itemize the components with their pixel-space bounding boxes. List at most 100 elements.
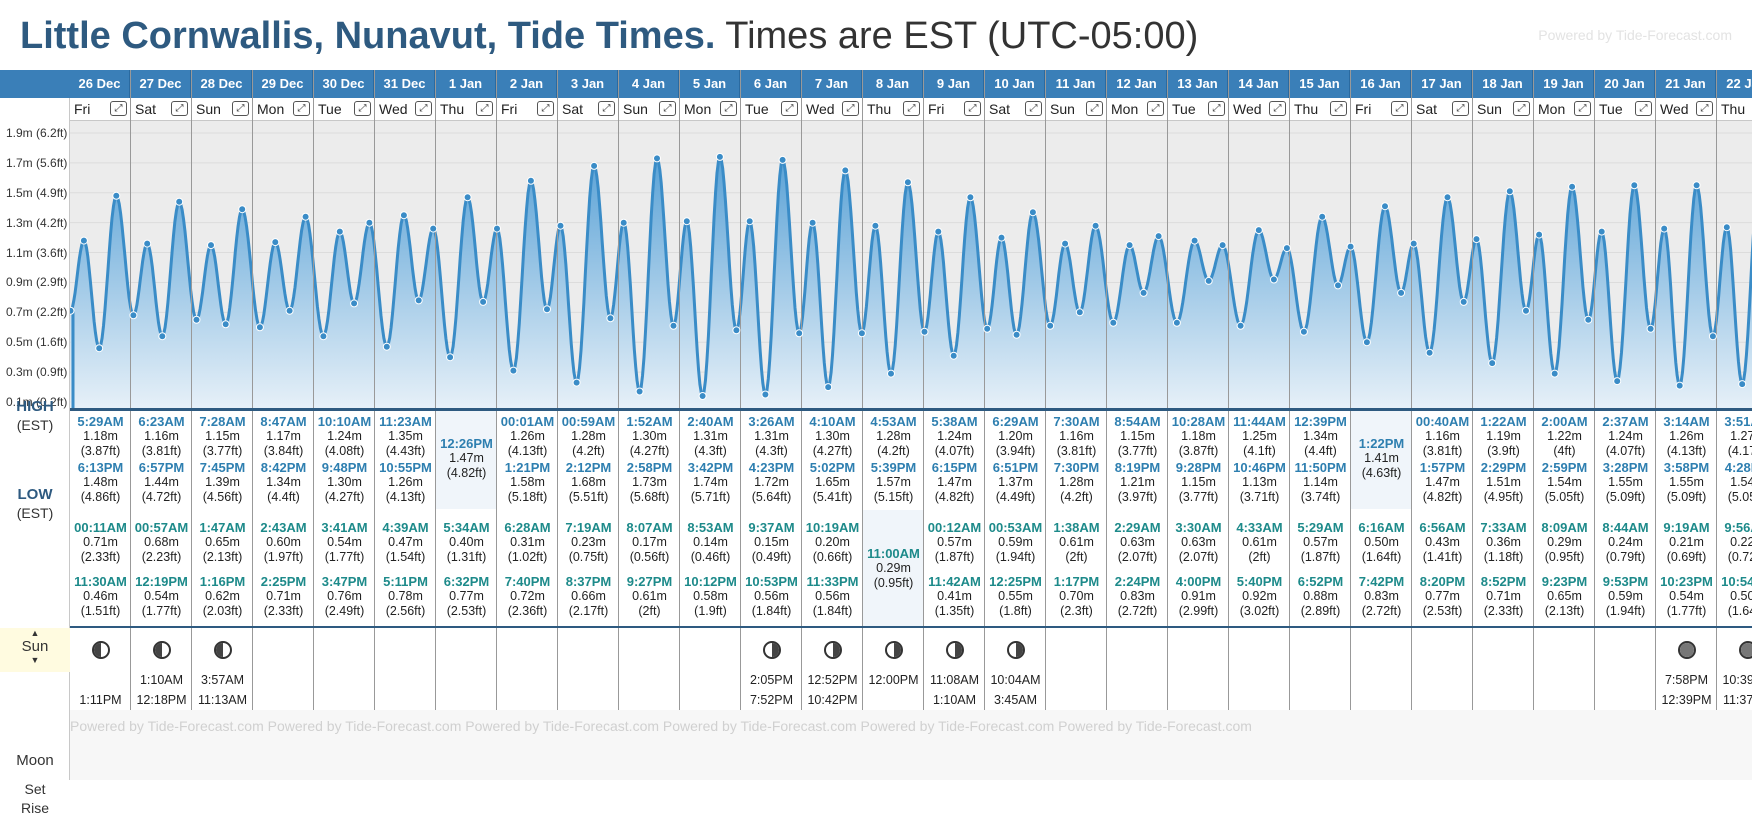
- expand-icon[interactable]: ⤢: [476, 101, 493, 116]
- moon-shadow: [1741, 643, 1752, 657]
- tide-height-ft: (1.02ft): [497, 550, 558, 565]
- tide-chart: [70, 121, 1752, 408]
- expand-icon[interactable]: ⤢: [1086, 101, 1103, 116]
- powered-by-bottom[interactable]: Powered by Tide-Forecast.com Powered by …: [70, 718, 1752, 738]
- tide-height-m: 0.71m: [70, 535, 131, 550]
- moonrise-time: 10:04AM: [985, 673, 1046, 687]
- expand-icon[interactable]: ⤢: [903, 101, 920, 116]
- tide-height-m: 1.13m: [1229, 475, 1290, 490]
- expand-icon[interactable]: ⤢: [1696, 101, 1713, 116]
- tide-point: [1347, 243, 1354, 250]
- tide-time: 4:23PM: [741, 460, 802, 475]
- tide-time: 11:00AM: [863, 546, 924, 561]
- moonset-time: 12:39PM: [1656, 693, 1717, 707]
- sun-row-label[interactable]: ▲ Sun ▼: [0, 628, 70, 672]
- tide-height-ft: (4.63ft): [1351, 466, 1412, 481]
- powered-by-top[interactable]: Powered by Tide-Forecast.com: [1538, 27, 1732, 43]
- expand-icon[interactable]: ⤢: [1330, 101, 1347, 116]
- expand-icon[interactable]: ⤢: [232, 101, 249, 116]
- tide-point: [193, 316, 200, 323]
- tide-time: 2:40AM: [680, 414, 741, 429]
- tide-height-m: 0.83m: [1107, 589, 1168, 604]
- expand-icon[interactable]: ⤢: [171, 101, 188, 116]
- expand-icon[interactable]: ⤢: [537, 101, 554, 116]
- expand-icon[interactable]: ⤢: [598, 101, 615, 116]
- tide-height-ft: (2.53ft): [1412, 604, 1473, 619]
- tide-point: [239, 206, 246, 213]
- tide-height-ft: (5.05ft): [1534, 490, 1595, 505]
- expand-icon[interactable]: ⤢: [293, 101, 310, 116]
- y-tick-label: 1.9m (6.2ft): [6, 126, 67, 140]
- tide-point: [336, 228, 343, 235]
- expand-icon[interactable]: ⤢: [1452, 101, 1469, 116]
- expand-icon[interactable]: ⤢: [1513, 101, 1530, 116]
- tide-height-m: 1.47m: [1412, 475, 1473, 490]
- expand-icon[interactable]: ⤢: [1391, 101, 1408, 116]
- tide-point: [144, 240, 151, 247]
- day-of-week: Thu⤢: [436, 98, 496, 121]
- tide-height-m: 1.44m: [131, 475, 192, 490]
- expand-icon[interactable]: ⤢: [1635, 101, 1652, 116]
- tide-time: 10:28AM: [1168, 414, 1229, 429]
- expand-icon[interactable]: ⤢: [720, 101, 737, 116]
- tide-point: [1029, 209, 1036, 216]
- tide-time: 12:25PM: [985, 574, 1046, 589]
- tide-height-m: 0.88m: [1290, 589, 1351, 604]
- date-header: 20 Jan: [1595, 70, 1655, 98]
- tide-time: 00:12AM: [924, 520, 985, 535]
- y-tick-label: 0.3m (0.9ft): [6, 365, 67, 379]
- tide-height-m: 1.54m: [1717, 475, 1752, 490]
- y-tick-label: 1.3m (4.2ft): [6, 216, 67, 230]
- tide-height-ft: (5.71ft): [680, 490, 741, 505]
- tide-time: 1:52AM: [619, 414, 680, 429]
- tide-height-ft: (2.17ft): [558, 604, 619, 619]
- tide-height-ft: (4.82ft): [1412, 490, 1473, 505]
- expand-icon[interactable]: ⤢: [1574, 101, 1591, 116]
- tide-height-ft: (4.82ft): [436, 466, 497, 481]
- expand-icon[interactable]: ⤢: [110, 101, 127, 116]
- tide-height-ft: (4.27ft): [802, 444, 863, 459]
- tide-time: 1:57PM: [1412, 460, 1473, 475]
- tide-height-ft: (1.51ft): [70, 604, 131, 619]
- expand-icon[interactable]: ⤢: [354, 101, 371, 116]
- expand-icon[interactable]: ⤢: [659, 101, 676, 116]
- expand-icon[interactable]: ⤢: [1269, 101, 1286, 116]
- expand-icon[interactable]: ⤢: [1208, 101, 1225, 116]
- expand-icon[interactable]: ⤢: [415, 101, 432, 116]
- tide-height-m: 0.72m: [497, 589, 558, 604]
- tide-time: 11:50PM: [1290, 460, 1351, 475]
- expand-icon[interactable]: ⤢: [1025, 101, 1042, 116]
- expand-icon[interactable]: ⤢: [781, 101, 798, 116]
- expand-icon[interactable]: ⤢: [964, 101, 981, 116]
- date-header: 5 Jan: [680, 70, 740, 98]
- tide-point: [1062, 240, 1069, 247]
- tide-height-m: 1.20m: [985, 429, 1046, 444]
- tide-time: 9:28PM: [1168, 460, 1229, 475]
- tide-time: 7:30AM: [1046, 414, 1107, 429]
- moon-shadow: [1016, 643, 1023, 657]
- tide-height-m: 0.62m: [192, 589, 253, 604]
- expand-icon[interactable]: ⤢: [842, 101, 859, 116]
- expand-icon[interactable]: ⤢: [1147, 101, 1164, 116]
- tide-point: [400, 212, 407, 219]
- tide-height-m: 0.77m: [1412, 589, 1473, 604]
- tide-point: [430, 225, 437, 232]
